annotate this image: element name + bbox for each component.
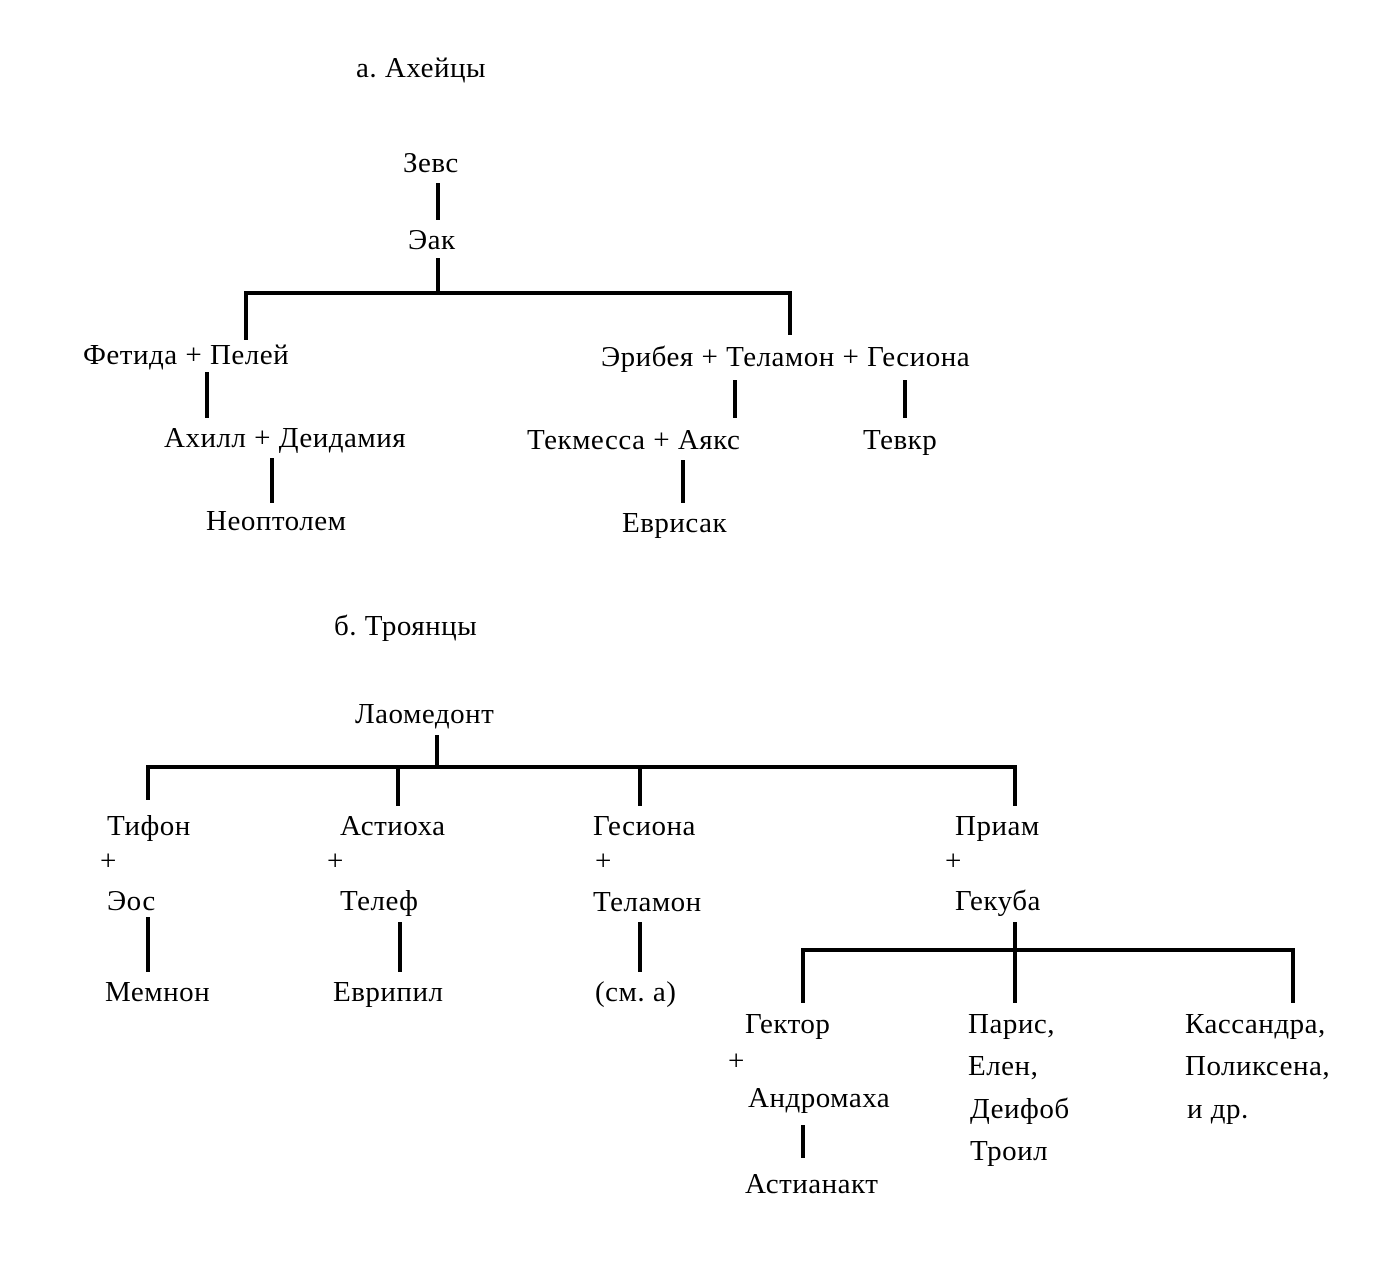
- node-andromache: Андромаха: [748, 1082, 891, 1114]
- node-astyanax: Астианакт: [745, 1168, 879, 1200]
- node-hesione: Гесиона: [593, 810, 696, 842]
- node-eriboea-telamon-hesione: Эрибея + Теламон + Гесиона: [601, 341, 971, 373]
- node-eos: Эос: [107, 885, 156, 917]
- node-polyxena: Поликсена,: [1185, 1050, 1331, 1082]
- node-teucer: Тевкр: [863, 424, 938, 456]
- section-title-trojans: б. Троянцы: [334, 610, 478, 642]
- plus-sign: +: [100, 845, 117, 877]
- node-thetis-peleus: Фетида + Пелей: [83, 339, 290, 371]
- node-tithonus: Тифон: [107, 810, 191, 842]
- node-priam: Приам: [955, 810, 1040, 842]
- node-laomedon: Лаомедонт: [355, 698, 495, 730]
- plus-sign: +: [945, 845, 962, 877]
- plus-sign: +: [728, 1045, 745, 1077]
- node-tecmessa-ajax: Текмесса + Аякс: [527, 424, 741, 456]
- node-astyoche: Астиоха: [340, 810, 446, 842]
- node-telamon: Теламон: [593, 886, 702, 918]
- node-hector: Гектор: [745, 1008, 831, 1040]
- plus-sign: +: [327, 845, 344, 877]
- node-deiphobus: Деифоб: [970, 1093, 1070, 1125]
- node-eurypylus: Еврипил: [333, 976, 444, 1008]
- node-see-a: (см. а): [595, 976, 677, 1008]
- plus-sign: +: [595, 845, 612, 877]
- node-cassandra: Кассандра,: [1185, 1008, 1326, 1040]
- node-neoptolemus: Неоптолем: [206, 505, 347, 537]
- section-title-achaeans: а. Ахейцы: [356, 52, 486, 84]
- node-helenus: Елен,: [968, 1050, 1039, 1082]
- node-hecuba: Гекуба: [955, 885, 1041, 917]
- node-telephus: Телеф: [340, 885, 419, 917]
- node-zeus: Зевс: [403, 147, 459, 179]
- node-aeacus: Эак: [408, 224, 456, 256]
- node-paris: Парис,: [968, 1008, 1055, 1040]
- node-achilles-deidamia: Ахилл + Деидамия: [164, 422, 407, 454]
- node-eurysaces: Еврисак: [622, 507, 728, 539]
- node-troilus: Троил: [970, 1135, 1049, 1167]
- node-others: и др.: [1187, 1093, 1249, 1125]
- node-memnon: Мемнон: [105, 976, 211, 1008]
